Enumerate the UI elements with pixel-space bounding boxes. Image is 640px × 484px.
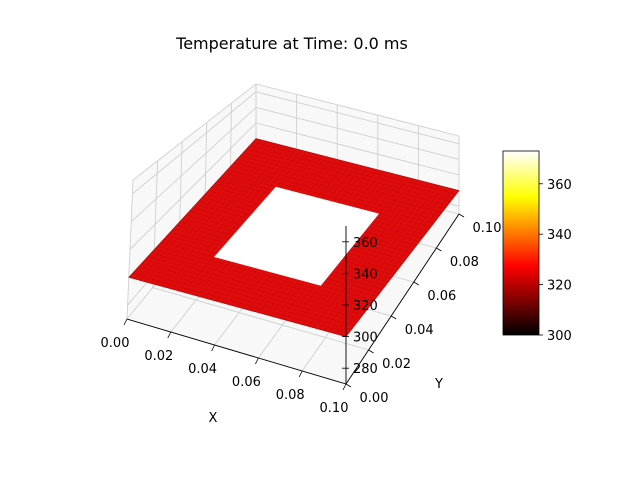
z-tick-label: 320	[353, 299, 378, 314]
colorbar: 300 320 340 360	[502, 150, 572, 344]
colorbar-tick-label: 360	[547, 178, 572, 193]
chart-title: Temperature at Time: 0.0 ms	[175, 34, 408, 53]
y-axis: 0.00 0.02 0.04 0.06 0.08 0.10	[345, 213, 502, 406]
x-tick	[211, 344, 215, 352]
y-tick	[458, 213, 465, 218]
grid-line	[130, 107, 257, 223]
pane-edge	[132, 83, 257, 181]
z-tick-label: 340	[353, 267, 378, 282]
x-tick-label: 0.06	[232, 375, 261, 390]
y-tick	[436, 247, 442, 252]
x-tick	[167, 331, 172, 339]
x-tick-label: 0.08	[276, 388, 305, 403]
z-axis: 280 300 320 340 360	[342, 226, 378, 384]
temperature-surface	[128, 138, 460, 337]
x-tick-label: 0.04	[188, 362, 217, 377]
z-tick-label: 300	[353, 331, 378, 346]
x-tick	[123, 318, 128, 326]
colorbar-gradient	[502, 150, 540, 336]
grid-line	[132, 91, 257, 195]
grid-line	[255, 91, 460, 145]
y-tick-label: 0.02	[382, 357, 411, 372]
y-tick	[368, 349, 374, 354]
grid-line	[255, 122, 460, 176]
y-axis-line	[345, 213, 460, 385]
x-axis-line	[126, 318, 347, 385]
grid-line	[152, 287, 369, 351]
y-tick	[390, 315, 397, 320]
x-tick	[255, 357, 259, 365]
y-tick-label: 0.00	[360, 391, 389, 406]
x-tick-label: 0.00	[101, 336, 130, 351]
grid-line	[129, 122, 257, 250]
y-tick	[345, 383, 352, 388]
hot-region	[214, 186, 380, 286]
grid-line	[255, 106, 460, 160]
x-axis-label: X	[209, 411, 218, 426]
x-axis: 0.00 0.02 0.04 0.06 0.08 0.10	[101, 318, 349, 416]
colorbar-tick-label: 300	[547, 329, 572, 344]
y-tick-label: 0.08	[450, 255, 479, 270]
x-tick	[298, 370, 303, 378]
y-tick-label: 0.10	[473, 221, 502, 236]
x-tick-label: 0.10	[320, 401, 349, 416]
y-tick-label: 0.04	[405, 323, 434, 338]
y-tick	[413, 281, 420, 286]
z-tick-label: 360	[353, 236, 378, 251]
colorbar-tick-label: 320	[547, 279, 572, 294]
y-tick-label: 0.06	[427, 289, 456, 304]
x-tick	[342, 383, 347, 391]
colorbar-tick-label: 340	[547, 228, 572, 243]
pane-edge	[255, 83, 460, 137]
y-axis-label: Y	[434, 377, 443, 392]
x-tick-label: 0.02	[144, 349, 173, 364]
z-tick-label: 280	[353, 362, 378, 377]
